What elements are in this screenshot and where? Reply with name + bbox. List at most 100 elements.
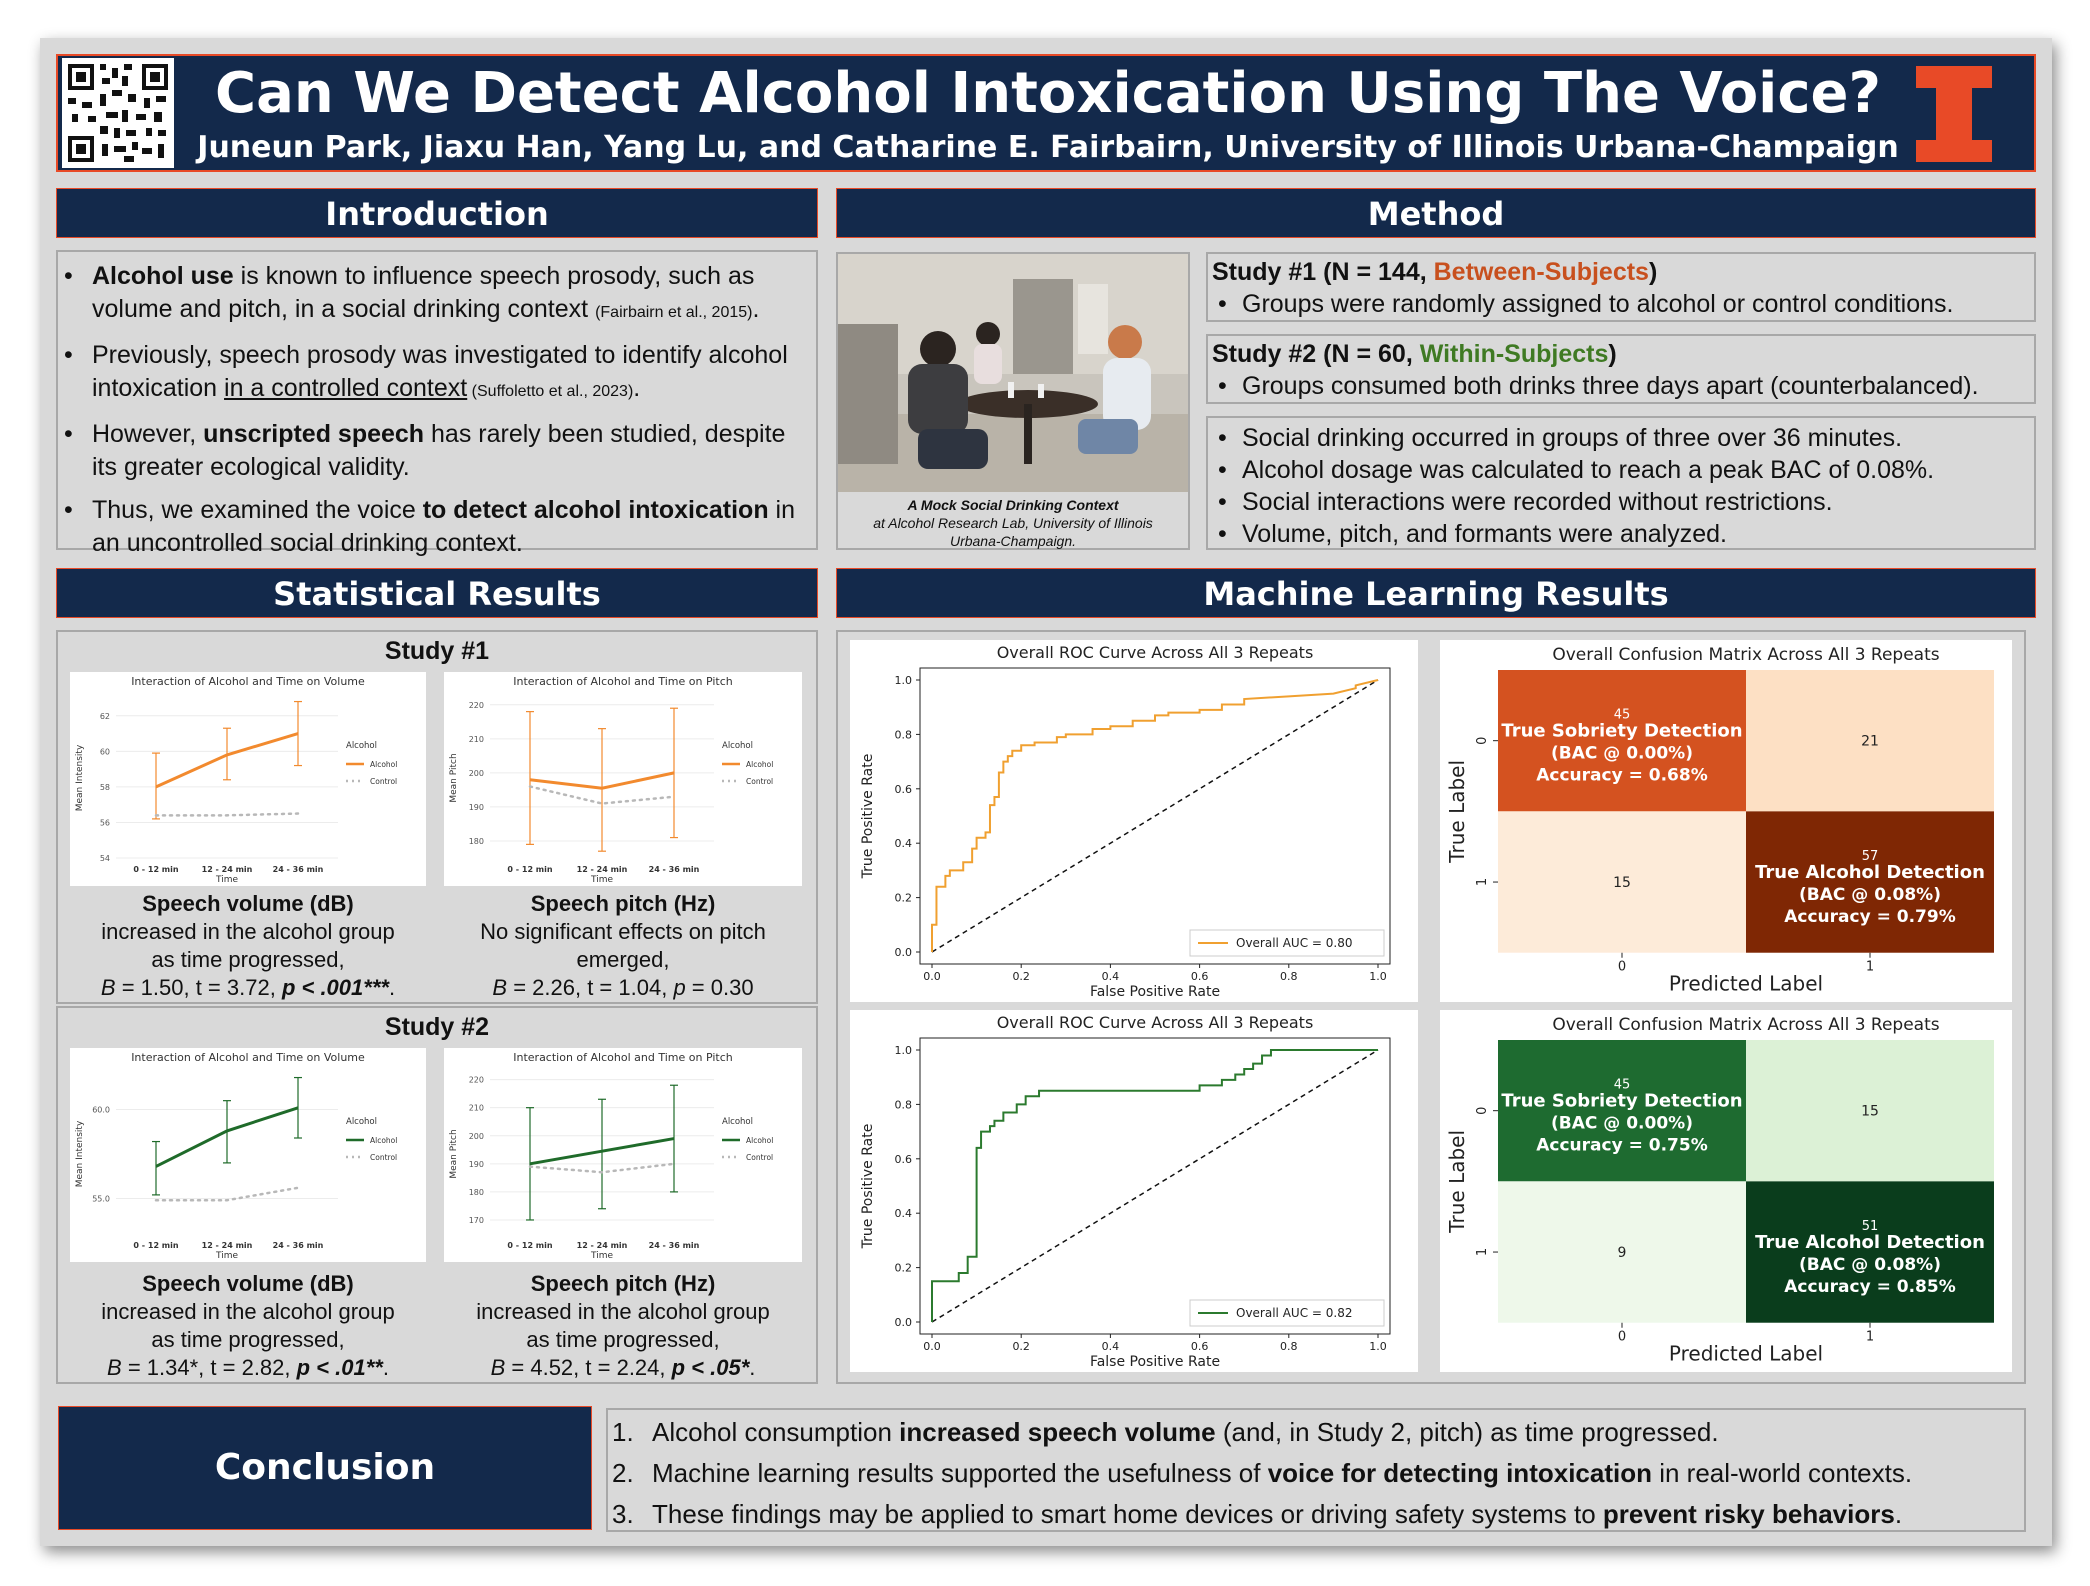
y-tick-label: 0.0 xyxy=(895,946,913,959)
control-series-line xyxy=(154,1186,300,1202)
qr-code-icon xyxy=(62,58,174,168)
chart-title: Interaction of Alcohol and Time on Pitch xyxy=(513,675,733,688)
s2-pitch-chart: Interaction of Alcohol and Time on Pitch… xyxy=(449,1051,773,1261)
x-tick-label: 12 - 24 min xyxy=(577,1241,628,1250)
cell-count: 45 xyxy=(1614,708,1631,723)
y-tick-label: 180 xyxy=(469,837,484,846)
legend-alcohol-label: Alcohol xyxy=(746,760,773,769)
y-tick-label: 0.6 xyxy=(895,783,913,796)
y-tick-label: 0.2 xyxy=(895,892,913,905)
control-series-line xyxy=(528,785,676,805)
x-tick-label: 0 - 12 min xyxy=(133,1241,178,1250)
x-tick-label: 12 - 24 min xyxy=(577,865,628,874)
study2-method-title: Study #2 (N = 60, Within-Subjects) xyxy=(1212,340,1617,368)
x-tick-label: 0.4 xyxy=(1102,970,1120,983)
cell-annotation-bac: (BAC @ 0.08%) xyxy=(1799,1255,1941,1275)
y-tick-label: 0.8 xyxy=(895,1098,913,1111)
x-tick-label: 0.0 xyxy=(923,1340,941,1353)
study2-stats-title: Study #2 xyxy=(384,1013,490,1041)
common-method-box: Social drinking occurred in groups of th… xyxy=(1206,416,2036,550)
s2-volume-chart: Interaction of Alcohol and Time on Volum… xyxy=(75,1051,397,1261)
legend-title: Alcohol xyxy=(346,741,377,751)
y-tick-label: 0.0 xyxy=(895,1316,913,1329)
conclusion-item-1: 1. Alcohol consumption increased speech v… xyxy=(612,1417,1719,1447)
legend-title: Alcohol xyxy=(346,1117,377,1127)
matrix-cell xyxy=(1746,670,1994,812)
x-tick-label: 1 xyxy=(1866,1330,1874,1345)
legend-alcohol-label: Alcohol xyxy=(370,760,397,769)
cell-count: 45 xyxy=(1614,1078,1631,1093)
s2-pitch-chart-panel: Interaction of Alcohol and Time on Pitch… xyxy=(444,1048,802,1262)
y-tick-label: 0.6 xyxy=(895,1153,913,1166)
y-tick-label: 1 xyxy=(1475,878,1490,886)
y-tick-label: 180 xyxy=(469,1188,484,1197)
poster-title: Can We Detect Alcohol Intoxication Using… xyxy=(214,61,1882,126)
method-bullet-1: Social drinking occurred in groups of th… xyxy=(1212,422,2034,454)
y-tick-label: 200 xyxy=(469,769,484,778)
matrix-cell xyxy=(1498,811,1746,953)
x-tick-label: 0 - 12 min xyxy=(507,865,552,874)
plot-frame xyxy=(919,1037,1391,1335)
s2-volume-chart-panel: Interaction of Alcohol and Time on Volum… xyxy=(70,1048,426,1262)
x-tick-label: 0.6 xyxy=(1191,970,1209,983)
y-axis-label: Mean Intensity xyxy=(75,744,85,811)
legend-title: Alcohol xyxy=(722,741,753,751)
y-tick-label: 1 xyxy=(1475,1248,1490,1256)
y-tick-label: 1.0 xyxy=(895,674,913,687)
y-tick-label: 220 xyxy=(469,701,484,710)
x-axis-label: Predicted Label xyxy=(1669,1342,1823,1366)
chance-diagonal xyxy=(931,1049,1379,1323)
intro-bullet-1: Alcohol use is known to influence speech… xyxy=(58,260,808,329)
x-axis-label: Predicted Label xyxy=(1669,972,1823,996)
x-axis-label: Time xyxy=(215,1251,238,1261)
cell-annotation-title: True Alcohol Detection xyxy=(1755,1232,1985,1253)
x-tick-label: 0.8 xyxy=(1280,1340,1298,1353)
chance-diagonal xyxy=(931,679,1379,953)
y-tick-label: 56 xyxy=(100,818,110,827)
roc1-panel: Overall ROC Curve Across All 3 Repeats 0.… xyxy=(850,640,1418,1002)
legend-label: Overall AUC = 0.82 xyxy=(1236,1306,1352,1320)
s2-volume-result: Speech volume (dB) increased in the alco… xyxy=(101,1271,395,1380)
method-bullet-3: Social interactions were recorded withou… xyxy=(1212,486,2034,518)
study1-method-title: Study #1 (N = 144, Between-Subjects) xyxy=(1212,258,1658,286)
legend-control-label: Control xyxy=(746,777,773,786)
alcohol-series-line xyxy=(529,1137,675,1166)
cell-count: 15 xyxy=(1613,875,1631,891)
roc-curve xyxy=(931,1049,1378,1322)
x-tick-label: 0.4 xyxy=(1102,1340,1120,1353)
x-tick-label: 24 - 36 min xyxy=(649,1241,700,1250)
method-bullet-4: Volume, pitch, and formants were analyze… xyxy=(1212,518,2034,550)
legend-control-label: Control xyxy=(370,777,397,786)
s1-pitch-chart-panel: Interaction of Alcohol and Time on Pitch… xyxy=(444,672,802,886)
cell-annotation-accuracy: Accuracy = 0.79% xyxy=(1784,907,1956,927)
cell-annotation-bac: (BAC @ 0.00%) xyxy=(1551,744,1693,764)
x-tick-label: 0 xyxy=(1618,1330,1626,1345)
matrix-cell xyxy=(1746,1040,1994,1182)
x-tick-label: 0 xyxy=(1618,960,1626,975)
chart-title: Interaction of Alcohol and Time on Volum… xyxy=(131,1051,365,1064)
cell-count: 51 xyxy=(1862,1219,1879,1234)
cell-annotation-accuracy: Accuracy = 0.75% xyxy=(1536,1136,1708,1156)
control-series-line xyxy=(528,1162,676,1174)
x-axis-label: False Positive Rate xyxy=(1090,984,1220,1000)
legend-alcohol-label: Alcohol xyxy=(370,1136,397,1145)
social-drinking-photo xyxy=(838,254,1188,492)
study2-method-box: Study #2 (N = 60, Within-Subjects) Group… xyxy=(1206,334,2036,404)
x-tick-label: 0.0 xyxy=(923,970,941,983)
x-axis-label: False Positive Rate xyxy=(1090,1354,1220,1370)
y-tick-label: 210 xyxy=(469,1104,484,1113)
matrix-cell xyxy=(1746,1181,1994,1323)
cell-annotation-title: True Sobriety Detection xyxy=(1501,721,1742,742)
legend-title: Alcohol xyxy=(722,1117,753,1127)
legend-control-label: Control xyxy=(370,1153,397,1162)
y-tick-label: 0.4 xyxy=(895,1207,913,1220)
stats-heading: Statistical Results xyxy=(56,568,818,618)
intro-heading: Introduction xyxy=(56,188,818,238)
x-axis-label: Time xyxy=(590,875,613,885)
alcohol-series-line xyxy=(155,732,299,789)
cm1-chart: Overall Confusion Matrix Across All 3 Re… xyxy=(1445,645,1994,996)
chart-title: Overall Confusion Matrix Across All 3 Re… xyxy=(1552,645,1939,665)
s1-pitch-result: Speech pitch (Hz) No significant effects… xyxy=(480,891,766,1000)
s1-volume-chart: Interaction of Alcohol and Time on Volum… xyxy=(75,675,397,885)
x-tick-label: 12 - 24 min xyxy=(202,865,253,874)
